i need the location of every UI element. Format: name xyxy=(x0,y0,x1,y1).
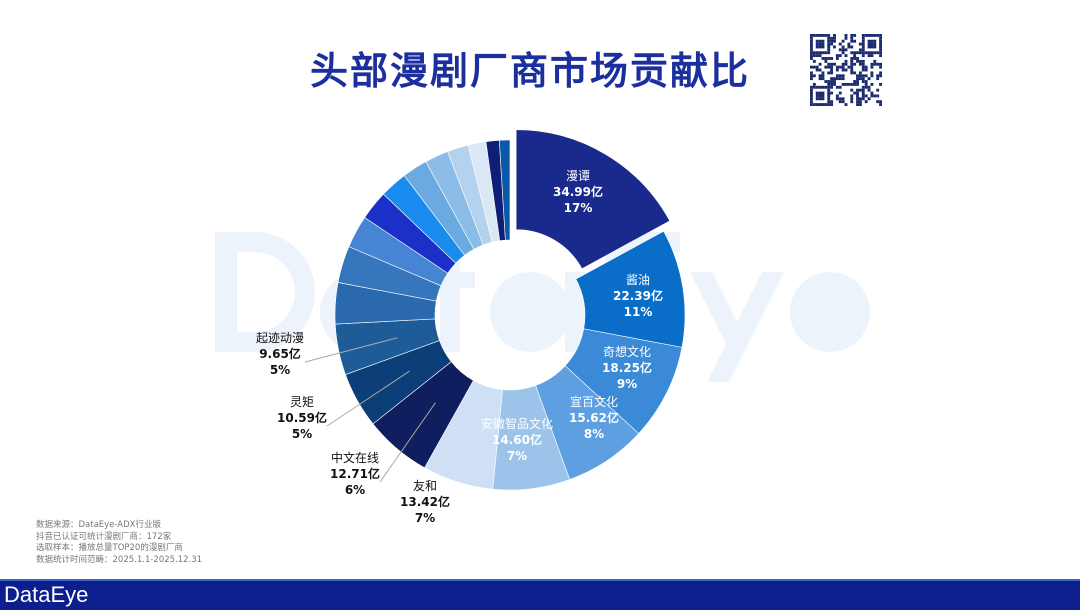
slice-label-name: 友和 xyxy=(413,479,437,493)
leader-line xyxy=(326,370,410,427)
slice-label-name: 灵矩 xyxy=(290,395,314,409)
footer-bar: DataEye xyxy=(0,579,1080,610)
slice-label-pct: 9% xyxy=(617,377,637,391)
leader-line xyxy=(304,337,398,363)
source-notes: 数据来源：DataEye-ADX行业版 抖音已认证可统计漫剧厂商：172家 选取… xyxy=(36,520,202,566)
slice-label-pct: 17% xyxy=(564,201,593,215)
slice-label-value: 14.60亿 xyxy=(492,432,542,447)
slice-label-pct: 7% xyxy=(507,449,527,463)
slice-label-value: 13.42亿 xyxy=(400,494,450,509)
slice-label-value: 12.71亿 xyxy=(330,466,380,481)
slice-label-value: 15.62亿 xyxy=(569,410,619,425)
slice-label-name: 宣百文化 xyxy=(570,394,618,409)
slice-label-name: 安徽智品文化 xyxy=(481,416,553,431)
slice-label-name: 漫谭 xyxy=(566,169,590,183)
slice-label-pct: 5% xyxy=(292,427,312,441)
note-line: 数据来源：DataEye-ADX行业版 xyxy=(36,520,161,530)
qr-code-icon xyxy=(810,34,882,106)
page-title: 头部漫剧厂商市场贡献比 xyxy=(309,49,750,93)
leader-line xyxy=(379,402,436,483)
note-line: 抖音已认证可统计漫剧厂商：172家 xyxy=(36,531,172,542)
note-line: 选取样本：播放总量TOP20的漫剧厂商 xyxy=(36,543,183,553)
note-line: 数据统计时间范畴：2025.1.1-2025.12.31 xyxy=(36,554,203,565)
donut-slice xyxy=(515,129,671,270)
slice-label-pct: 6% xyxy=(345,483,365,497)
slice-label-value: 18.25亿 xyxy=(602,360,652,375)
slice-label-pct: 7% xyxy=(415,511,435,525)
slice-label-name: 奇想文化 xyxy=(603,344,651,359)
slice-label-pct: 11% xyxy=(624,305,653,319)
brand-logo: DataEye xyxy=(4,582,89,607)
slice-label-value: 34.99亿 xyxy=(553,184,603,199)
slice-label-pct: 5% xyxy=(270,363,290,377)
slice-label-name: 酱油 xyxy=(626,272,650,287)
slice-label-value: 22.39亿 xyxy=(613,288,663,303)
slice-label-value: 10.59亿 xyxy=(277,410,327,425)
slice-label-name: 起迹动漫 xyxy=(256,331,304,345)
slice-label-value: 9.65亿 xyxy=(259,346,301,361)
slice-label-pct: 8% xyxy=(584,427,604,441)
slice-label-name: 中文在线 xyxy=(331,450,379,465)
donut-slice xyxy=(498,139,511,241)
